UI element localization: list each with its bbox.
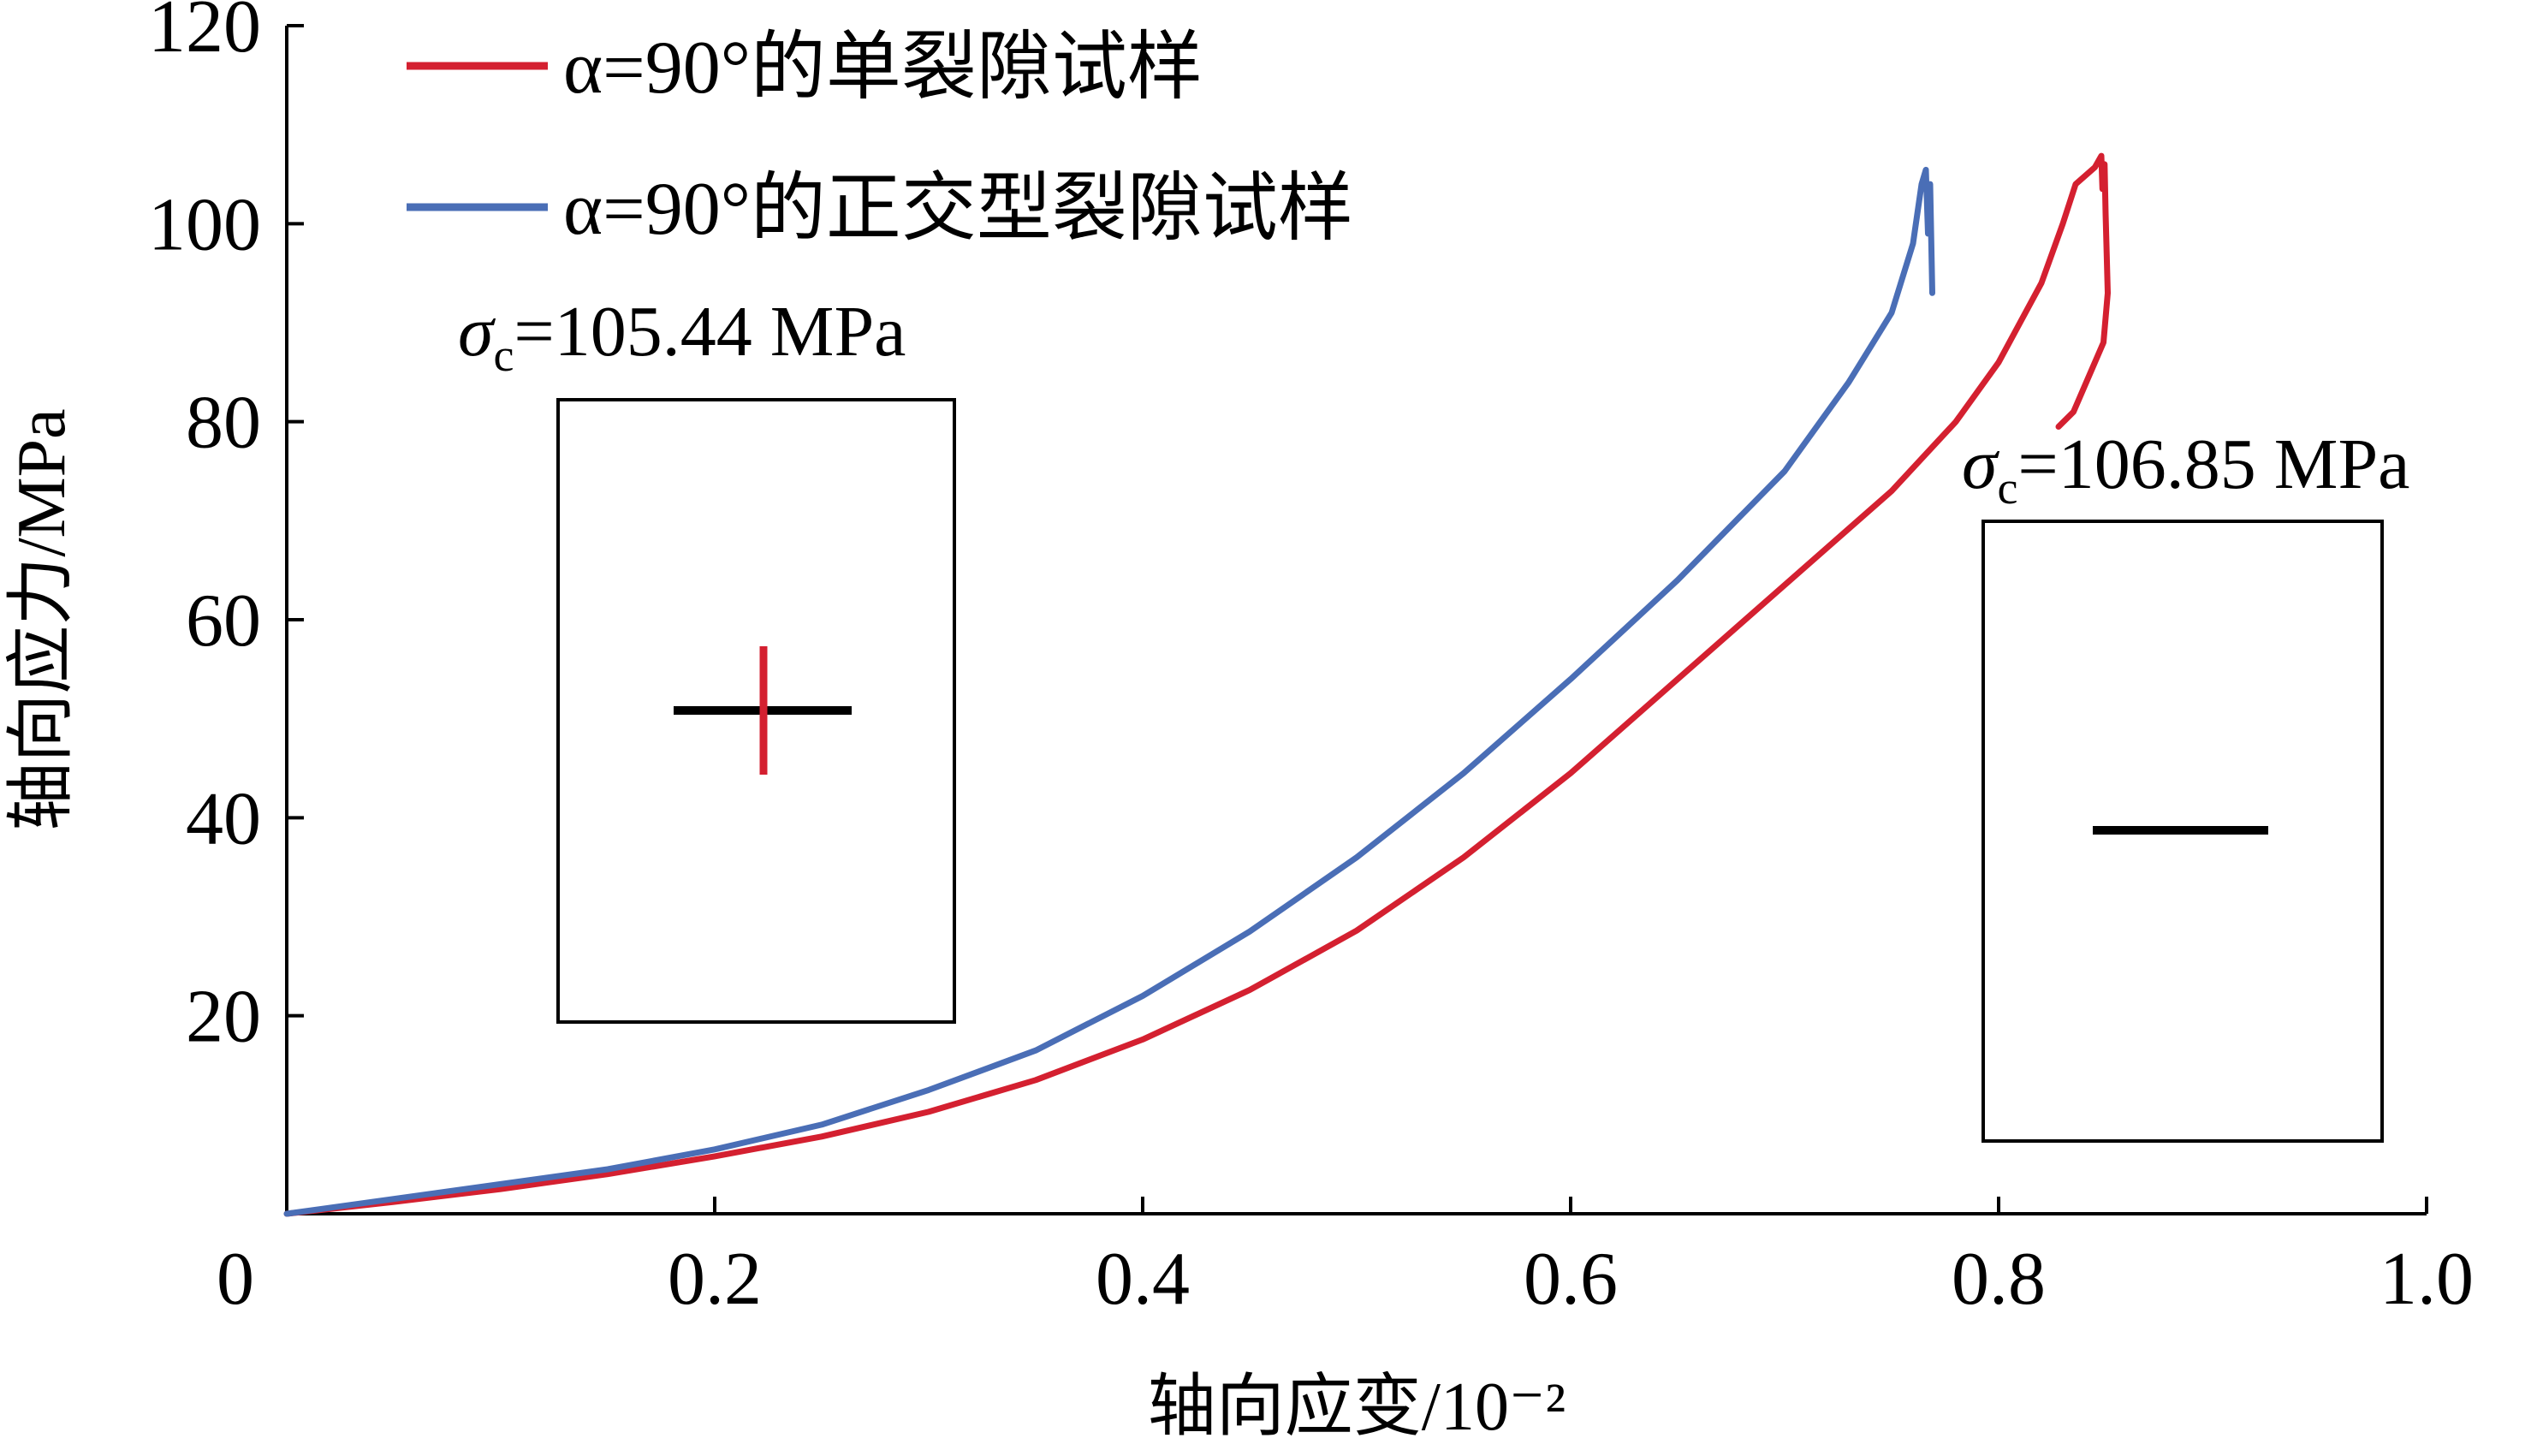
y-tick-label: 80 — [186, 382, 261, 465]
x-tick-label: 0.6 — [1524, 1238, 1618, 1321]
annotation-single-crack-peak: σc=106.85 MPa — [1962, 425, 2409, 514]
y-tick-label: 20 — [186, 976, 261, 1059]
peak-value-cross: =105.44 MPa — [514, 292, 906, 371]
annotation-cross-crack-peak: σc=105.44 MPa — [458, 292, 906, 381]
x-axis-ticks: 0 0.2 0.4 0.6 0.8 1.0 — [217, 1197, 2474, 1321]
sigma-symbol: σ — [1962, 425, 2000, 504]
y-axis-ticks: 20 40 60 80 100 120 — [148, 0, 304, 1059]
specimen-frame — [556, 398, 956, 1024]
axes: 20 40 60 80 100 120 0 0.2 0.4 0.6 0.8 1.0 — [148, 0, 2474, 1321]
y-tick-label: 120 — [148, 0, 261, 68]
y-axis-title: 轴向应力/MPa — [4, 408, 80, 830]
sigma-subscript: c — [493, 330, 514, 381]
series-line-cross-crack — [283, 166, 1935, 1217]
sigma-symbol: σ — [458, 292, 496, 371]
series-layer — [283, 152, 2111, 1217]
specimen-frame — [1982, 520, 2384, 1143]
x-tick-label: 0.8 — [1952, 1238, 2046, 1321]
inset-single-crack-specimen — [1982, 520, 2384, 1143]
y-tick-label: 100 — [148, 183, 261, 266]
legend-label-single-crack: α=90°的单裂隙试样 — [563, 27, 1203, 110]
legend-item-single-crack: α=90°的单裂隙试样 — [407, 27, 1203, 110]
legend-item-cross-crack: α=90°的正交型裂隙试样 — [407, 168, 1353, 251]
legend-label-cross-crack: α=90°的正交型裂隙试样 — [563, 168, 1353, 251]
y-tick-label: 60 — [186, 579, 261, 663]
x-tick-label: 0.4 — [1096, 1238, 1190, 1321]
x-tick-label: 0.2 — [668, 1238, 762, 1321]
legend: α=90°的单裂隙试样 α=90°的正交型裂隙试样 — [407, 27, 1353, 251]
series-line-single-crack — [283, 152, 2111, 1217]
sigma-subscript: c — [1997, 462, 2017, 514]
y-tick-label: 40 — [186, 777, 261, 860]
x-axis-title: 轴向应变/10⁻² — [1148, 1370, 1566, 1445]
peak-value-single: =106.85 MPa — [2017, 425, 2409, 504]
peak-label-single: σc=106.85 MPa — [1962, 425, 2409, 514]
inset-cross-crack-specimen — [556, 398, 956, 1024]
peak-label-cross: σc=105.44 MPa — [458, 292, 906, 381]
x-tick-label: 0 — [217, 1238, 254, 1321]
x-tick-label: 1.0 — [2380, 1238, 2474, 1321]
